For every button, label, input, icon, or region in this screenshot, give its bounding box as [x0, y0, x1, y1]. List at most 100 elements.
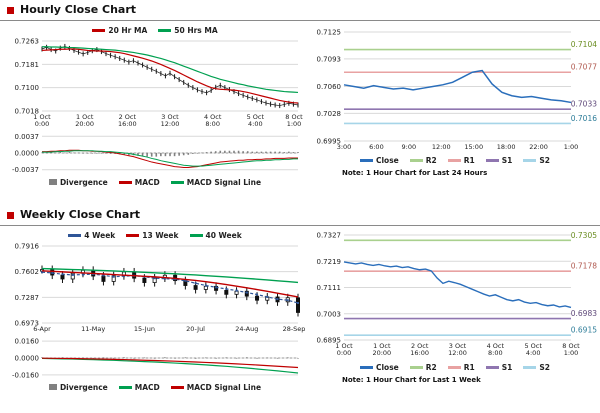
svg-text:11-May: 11-May [81, 325, 105, 333]
legend-item: S2 [523, 363, 550, 372]
legend-item: 20 Hr MA [92, 26, 147, 35]
legend-label: R2 [425, 362, 437, 372]
svg-text:0.6995: 0.6995 [317, 138, 342, 146]
svg-text:1 Oct: 1 Oct [373, 342, 391, 350]
section-divider [0, 225, 600, 226]
svg-text:0.0160: 0.0160 [15, 338, 40, 346]
svg-text:20:00: 20:00 [372, 349, 391, 357]
legend-label: 4 Week [84, 230, 116, 240]
legend-item: S1 [485, 155, 513, 165]
svg-text:6-Apr: 6-Apr [33, 325, 51, 333]
legend-label: Divergence [59, 382, 108, 392]
svg-text:0.7018: 0.7018 [15, 108, 40, 116]
section-title: Hourly Close Chart [20, 3, 137, 16]
svg-text:0.0000: 0.0000 [15, 355, 40, 363]
legend-label: 50 Hrs MA [174, 25, 218, 35]
ma20-legend-marker [92, 28, 106, 32]
svg-text:3:00: 3:00 [337, 143, 352, 151]
legend-item: MACD [118, 178, 160, 187]
legend-item: 4 Week [68, 231, 115, 240]
legend-label: S2 [539, 362, 551, 372]
legend-label: MACD Signal Line [186, 177, 262, 187]
svg-text:1 Oct: 1 Oct [33, 113, 51, 121]
legend-item: R1 [447, 363, 475, 372]
svg-text:0.6915: 0.6915 [571, 326, 597, 335]
svg-text:4:00: 4:00 [526, 349, 541, 357]
close-legend-marker [359, 365, 373, 369]
svg-text:0.7111: 0.7111 [317, 284, 342, 292]
macd-legend-marker [118, 385, 132, 389]
svg-text:16:00: 16:00 [410, 349, 429, 357]
legend-label: MACD Signal Line [186, 382, 262, 392]
svg-text:6:00: 6:00 [369, 143, 384, 151]
svg-text:1:00: 1:00 [564, 349, 579, 357]
svg-text:0.7263: 0.7263 [15, 38, 40, 46]
legend-item: Close [359, 156, 399, 165]
svg-text:0.7033: 0.7033 [571, 100, 597, 109]
legend-item: 40 Week [189, 231, 242, 240]
weekly-pivot-legend: Close R2 R1 S1 S2 [312, 361, 598, 373]
legend-item: S1 [485, 363, 512, 372]
svg-text:12:00: 12:00 [432, 143, 451, 151]
legend-item: R1 [447, 155, 475, 165]
svg-text:0.6973: 0.6973 [15, 320, 40, 328]
legend-label: R1 [463, 155, 475, 165]
legend-label: S1 [501, 155, 513, 165]
svg-text:15:00: 15:00 [464, 143, 483, 151]
weekly-macd-legend: Divergence MACD MACD Signal Line [2, 381, 308, 393]
legend-item: 50 Hrs MA [158, 25, 218, 35]
svg-text:0.7100: 0.7100 [15, 84, 40, 92]
svg-text:0.0000: 0.0000 [15, 150, 40, 158]
legend-label: Close [375, 362, 399, 372]
legend-item: MACD Signal Line [170, 177, 262, 187]
r2-legend-marker [409, 365, 423, 369]
svg-text:0.7028: 0.7028 [317, 110, 342, 118]
svg-text:8:00: 8:00 [205, 120, 220, 128]
weekly-price-legend: 4 Week 13 Week 40 Week [2, 229, 308, 241]
svg-text:4:00: 4:00 [248, 120, 263, 128]
r1-legend-marker [447, 365, 461, 369]
legend-item: MACD Signal Line [170, 382, 262, 392]
wk40-legend-marker [189, 233, 203, 237]
svg-text:9:00: 9:00 [402, 143, 417, 151]
svg-text:20-Jul: 20-Jul [186, 325, 205, 333]
weekly-left-panel: 4 Week 13 Week 40 Week 0.7916 0.7602 0.728… [2, 229, 308, 393]
svg-text:1:00: 1:00 [564, 143, 579, 151]
section-divider [0, 20, 600, 21]
svg-text:0.6983: 0.6983 [571, 309, 597, 318]
wk4-legend-marker [68, 233, 82, 237]
close-legend-marker [359, 158, 373, 162]
svg-text:12:00: 12:00 [161, 120, 180, 128]
legend-label: Divergence [59, 177, 108, 187]
svg-text:3 Oct: 3 Oct [449, 342, 467, 350]
svg-text:4 Oct: 4 Oct [204, 113, 222, 121]
svg-text:2 Oct: 2 Oct [119, 113, 137, 121]
hourly-chart-note: Note: 1 Hour Chart for Last 24 Hours [342, 169, 488, 177]
svg-text:0:00: 0:00 [337, 349, 352, 357]
hourly-macd-chart: 0.0037 0.0000 -0.0037 [2, 130, 308, 176]
svg-text:0.7305: 0.7305 [571, 231, 597, 240]
svg-text:3 Oct: 3 Oct [161, 113, 179, 121]
s2-legend-marker [523, 365, 537, 369]
svg-text:1 Oct: 1 Oct [335, 342, 353, 350]
svg-text:8 Oct: 8 Oct [285, 113, 303, 121]
legend-item: MACD [118, 383, 160, 392]
r2-legend-marker [409, 158, 423, 162]
s2-legend-marker [523, 158, 537, 162]
svg-text:0.7219: 0.7219 [317, 258, 342, 266]
hourly-pivot-legend: Close R2 R1 S1 S2 [312, 154, 598, 166]
svg-text:16:00: 16:00 [118, 120, 137, 128]
svg-text:1 Oct: 1 Oct [76, 113, 94, 121]
s1-legend-marker [485, 365, 499, 369]
svg-text:5 Oct: 5 Oct [247, 113, 265, 121]
svg-text:8:00: 8:00 [488, 349, 503, 357]
s1-legend-marker [485, 158, 499, 162]
macd-legend-marker [118, 180, 132, 184]
svg-text:15-Jun: 15-Jun [134, 325, 155, 333]
section-bullet-icon [7, 212, 14, 219]
svg-text:0.7093: 0.7093 [317, 55, 342, 63]
svg-text:0.7125: 0.7125 [317, 29, 342, 37]
svg-text:0.7077: 0.7077 [571, 63, 597, 72]
svg-text:18:00: 18:00 [497, 143, 516, 151]
